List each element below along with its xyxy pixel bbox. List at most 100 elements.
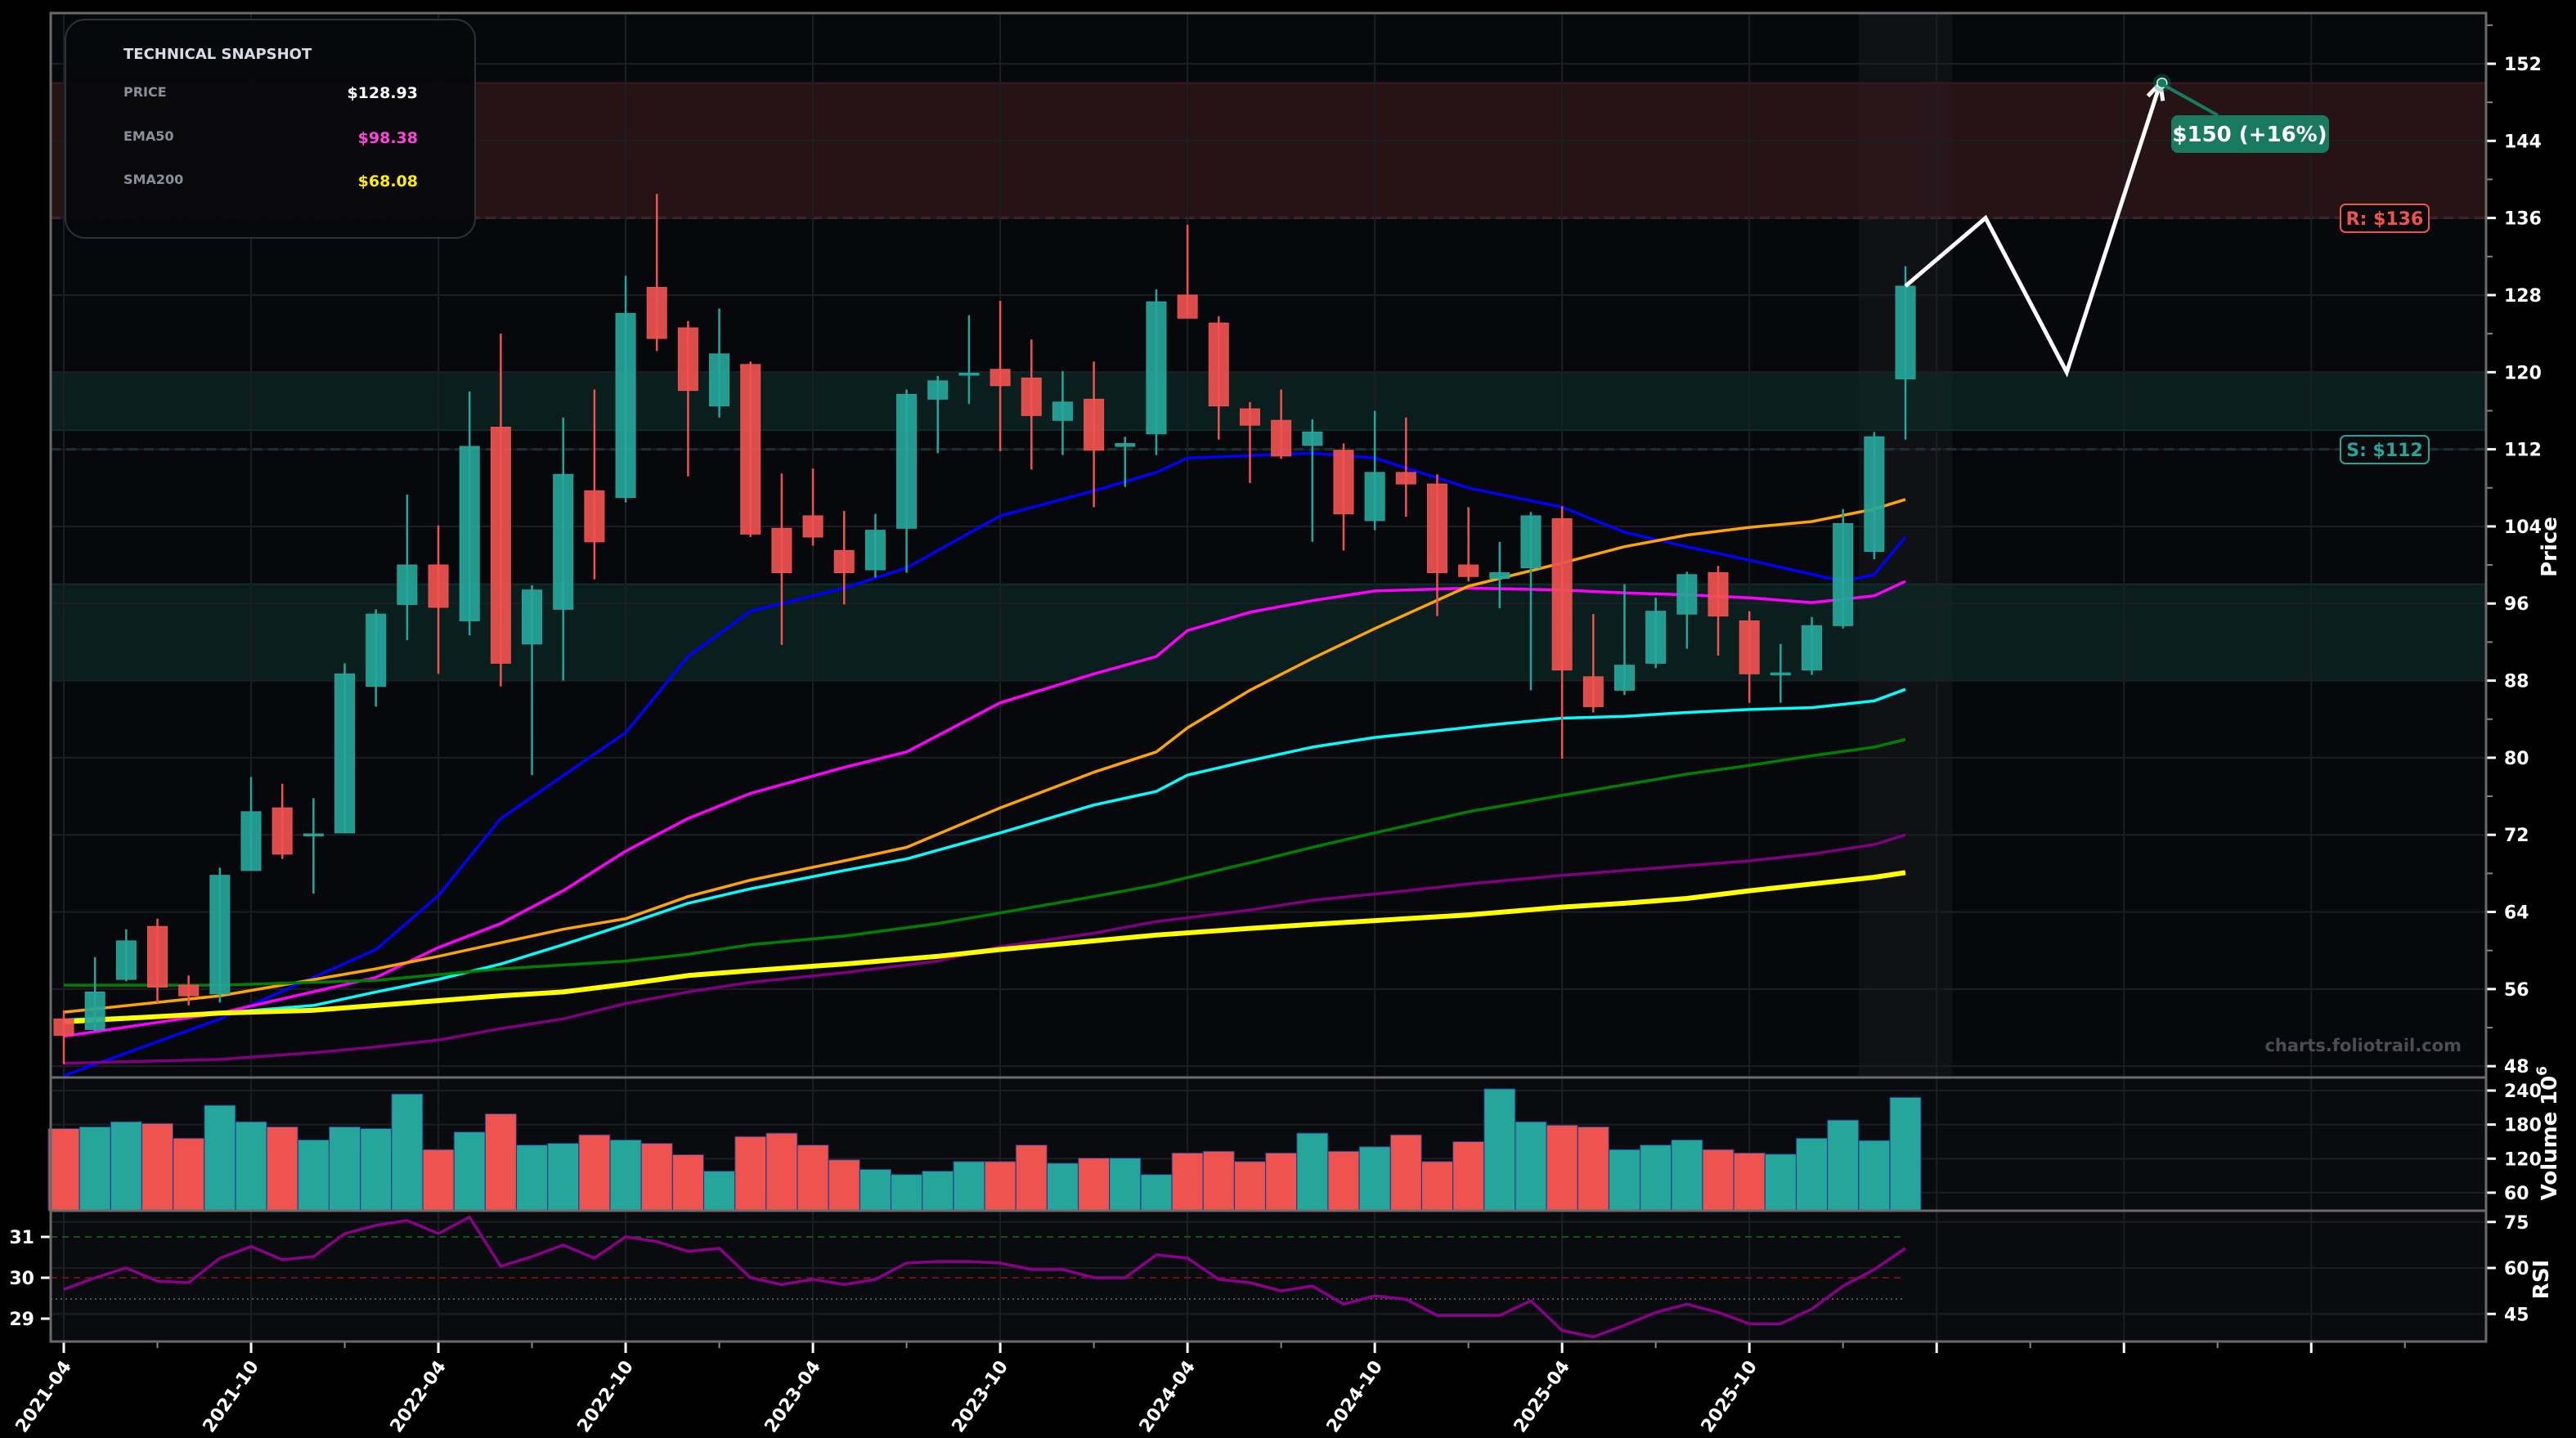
candle-body <box>209 875 231 995</box>
rsi-tick-label: 75 <box>2504 1213 2529 1234</box>
price-tick-label: 120 <box>2504 363 2542 383</box>
volume-bar <box>1609 1149 1640 1212</box>
candle-body <box>1739 620 1760 674</box>
candle-body <box>1426 483 1447 574</box>
volume-bar <box>1452 1140 1485 1212</box>
rsi-left-tick-label: 29 <box>9 1310 34 1330</box>
candle-body <box>1021 377 1042 416</box>
volume-bar <box>235 1121 267 1212</box>
price-tick-label: 104 <box>2504 517 2542 538</box>
candle-body <box>397 564 418 605</box>
volume-bar <box>1233 1161 1266 1212</box>
candle-body <box>740 364 761 535</box>
volume-bar <box>297 1139 330 1212</box>
volume-bar <box>360 1127 393 1212</box>
price-tick-label: 136 <box>2504 209 2542 230</box>
snapshot-ema50-label: EMA50 <box>123 128 174 144</box>
candle-body <box>1084 398 1105 451</box>
volume-bar <box>1671 1139 1703 1212</box>
candle-body <box>334 673 356 834</box>
candle-body <box>366 613 387 688</box>
technical-snapshot-panel: TECHNICAL SNAPSHOT PRICE $128.93 EMA50 $… <box>65 19 476 239</box>
candle-body <box>1770 672 1791 676</box>
price-tick-label: 144 <box>2504 132 2542 152</box>
snapshot-sma200-value: $68.08 <box>358 172 418 190</box>
volume-bar <box>516 1145 549 1212</box>
candle-body <box>1833 522 1854 626</box>
volume-bar <box>734 1136 767 1212</box>
price-tick-label: 128 <box>2504 286 2542 307</box>
candle-body <box>178 984 200 997</box>
volume-bar <box>1483 1088 1516 1212</box>
support-label-text: S: $112 <box>2346 441 2423 461</box>
candle-body <box>1052 401 1073 421</box>
volume-bar <box>703 1171 736 1212</box>
price-tick-label: 48 <box>2504 1057 2529 1077</box>
candle-body <box>84 991 105 1030</box>
price-tick-label: 72 <box>2504 826 2529 846</box>
candle-body <box>53 1018 74 1036</box>
volume-bar <box>640 1143 673 1212</box>
candle-body <box>522 589 543 645</box>
volume-bar <box>1640 1145 1672 1212</box>
candle-body <box>1302 431 1323 446</box>
volume-tick-label: 240 <box>2504 1082 2542 1102</box>
candle-body <box>1177 294 1198 319</box>
candle-body <box>646 287 667 339</box>
snapshot-price-value: $128.93 <box>347 84 418 102</box>
candle-body <box>833 549 855 574</box>
candle-body <box>1208 322 1229 407</box>
forecast-path <box>1904 82 2163 378</box>
volume-bar <box>141 1122 174 1212</box>
target-label: $150 (+16%) <box>2161 83 2329 153</box>
candle-body <box>958 372 980 376</box>
volume-bar <box>1889 1096 1922 1212</box>
candle-body <box>272 807 293 855</box>
volume-bar <box>329 1126 361 1212</box>
candle-body <box>1395 472 1416 485</box>
volume-bar <box>391 1093 424 1212</box>
volume-bar <box>671 1154 704 1212</box>
moving-average-line <box>63 580 1906 1038</box>
volume-bar <box>1764 1154 1797 1212</box>
volume-tick-label: 180 <box>2504 1116 2542 1136</box>
volume-bar <box>110 1121 142 1212</box>
candle-body <box>1802 625 1823 671</box>
volume-bar <box>1265 1152 1298 1212</box>
candle-body <box>1676 574 1698 615</box>
rsi-panel-frame <box>49 1209 2488 1343</box>
volume-bar <box>47 1127 80 1212</box>
resistance-label: R: $136 <box>2340 204 2430 233</box>
moving-average-line <box>63 870 1906 1024</box>
volume-bar <box>1171 1152 1204 1212</box>
volume-bar <box>922 1171 954 1212</box>
volume-bar <box>578 1134 611 1212</box>
volume-bar <box>953 1161 985 1212</box>
volume-bar <box>1327 1150 1360 1212</box>
volume-bar <box>1140 1174 1173 1212</box>
volume-bar <box>1796 1137 1829 1212</box>
volume-bar <box>1546 1124 1578 1212</box>
watermark: charts.foliotrail.com <box>2264 1036 2462 1055</box>
rsi-tick-label: 45 <box>2504 1305 2529 1325</box>
snapshot-price-label: PRICE <box>123 84 167 100</box>
volume-bar <box>204 1104 236 1212</box>
snapshot-sma200-label: SMA200 <box>123 172 183 187</box>
resistance-label-text: R: $136 <box>2346 209 2424 230</box>
candle-body <box>802 515 824 538</box>
volume-bar <box>1858 1140 1891 1212</box>
price-tick-label: 64 <box>2504 903 2529 924</box>
volume-bar <box>984 1161 1016 1212</box>
candle-body <box>1551 517 1573 671</box>
volume-bar <box>1389 1134 1422 1212</box>
candle-body <box>1146 301 1167 435</box>
candle-body <box>459 446 480 621</box>
volume-bar <box>859 1168 891 1212</box>
candle-body <box>1864 436 1885 553</box>
candle-body <box>1895 285 1916 380</box>
price-tick-label: 88 <box>2504 672 2529 692</box>
candle-body <box>428 564 449 608</box>
snapshot-title: TECHNICAL SNAPSHOT <box>123 46 312 63</box>
candle-body <box>990 369 1011 387</box>
